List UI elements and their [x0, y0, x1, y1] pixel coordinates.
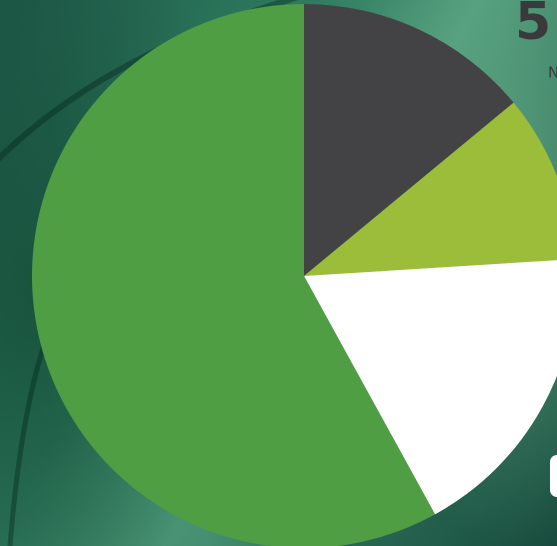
- stat-label: N: [548, 64, 557, 82]
- pie: [32, 4, 557, 546]
- screen: 5 N: [0, 0, 557, 546]
- stat-value: 5: [515, 0, 551, 52]
- card-edge: [550, 455, 557, 497]
- chart: 5 N: [0, 0, 557, 546]
